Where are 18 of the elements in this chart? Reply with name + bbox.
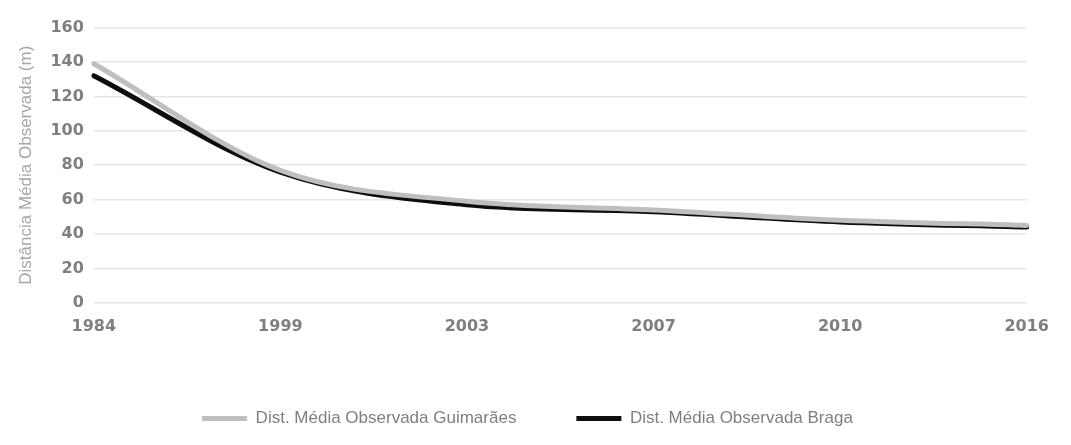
y-tick-label: 0 xyxy=(72,291,84,311)
x-tick-label: 1984 xyxy=(71,315,117,335)
x-tick-label: 2003 xyxy=(444,315,490,335)
legend-label: Dist. Média Observada Braga xyxy=(629,408,854,428)
y-tick-label: 80 xyxy=(61,154,84,174)
x-tick-label: 2007 xyxy=(631,315,676,335)
y-tick-label: 20 xyxy=(61,257,84,277)
x-tick-label: 2016 xyxy=(1004,315,1049,335)
y-tick-label: 60 xyxy=(61,188,84,208)
y-tick-label: 120 xyxy=(50,85,84,105)
y-tick-label: 160 xyxy=(50,16,84,36)
legend-label: Dist. Média Observada Guimarães xyxy=(255,408,517,428)
y-tick-label: 140 xyxy=(50,51,84,71)
x-tick-label: 2010 xyxy=(817,315,863,335)
y-axis-title: Distância Média Observada (m) xyxy=(15,45,35,285)
y-tick-label: 100 xyxy=(50,119,84,139)
x-tick-label: 1999 xyxy=(258,315,303,335)
y-tick-label: 40 xyxy=(61,223,84,243)
